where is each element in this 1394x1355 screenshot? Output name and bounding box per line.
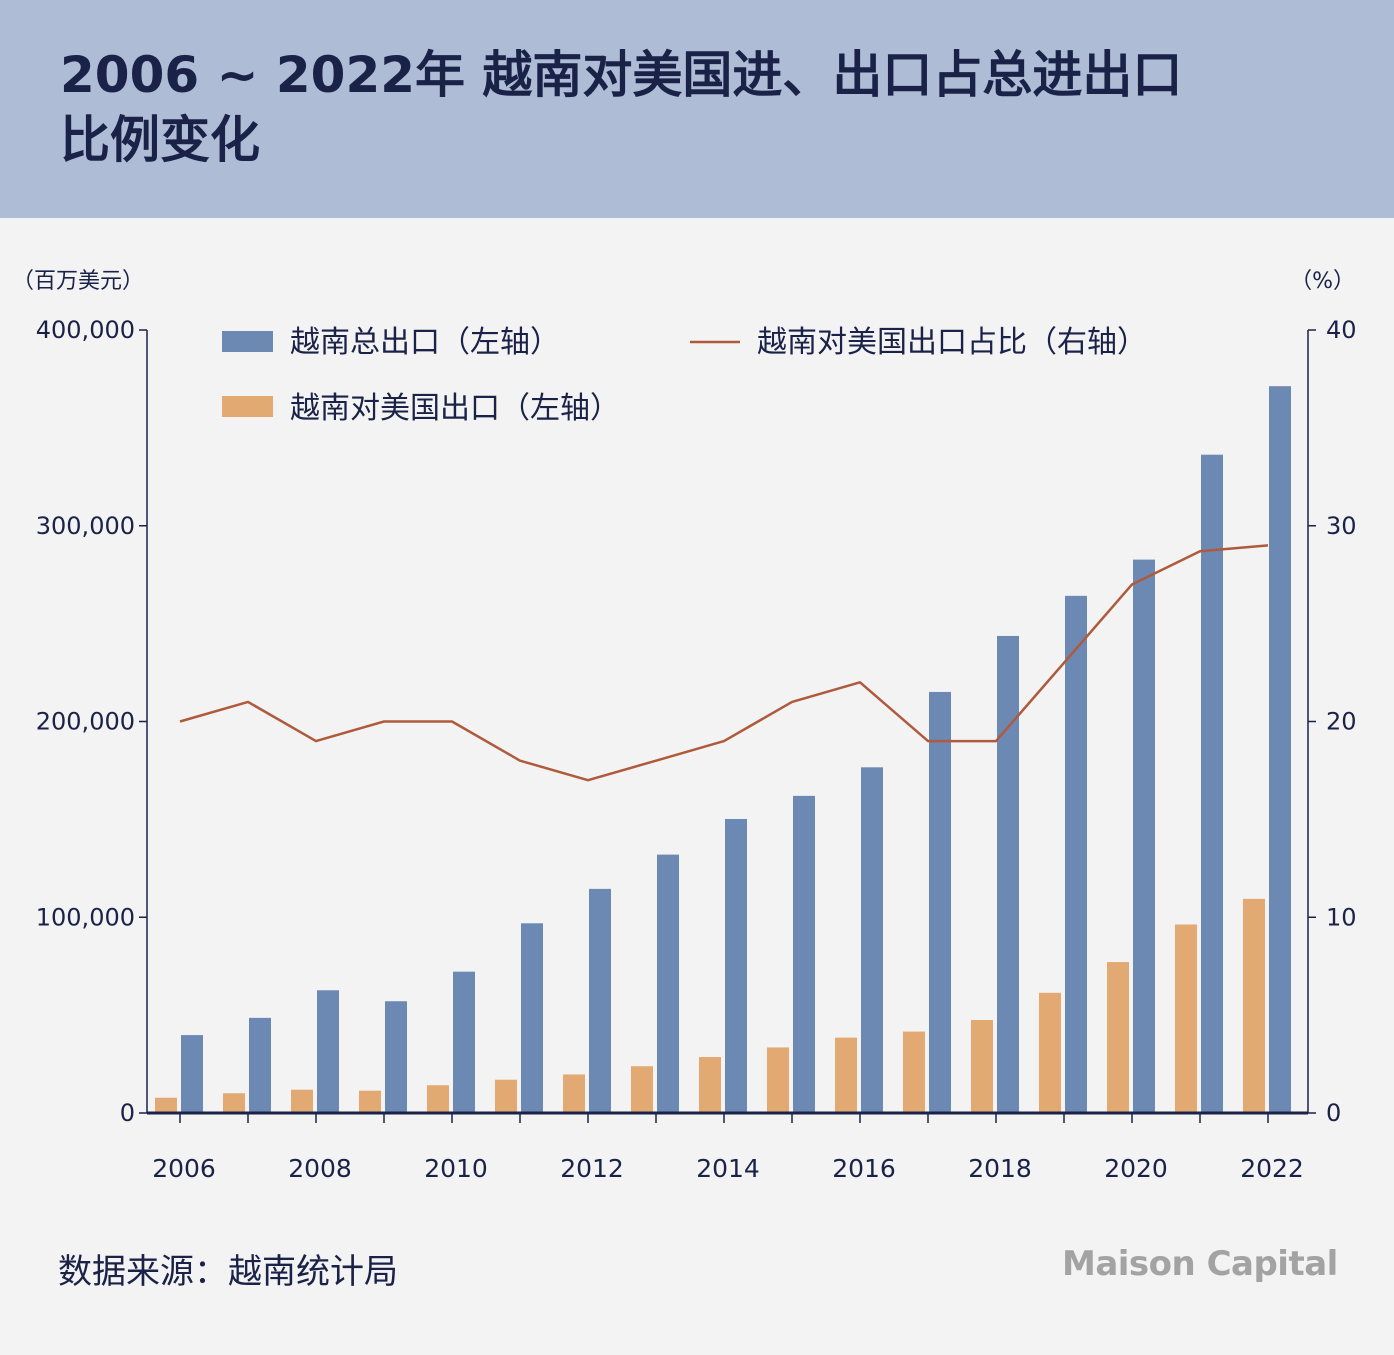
bar-total-exports (181, 1035, 203, 1113)
bar-us-exports (767, 1047, 789, 1113)
brand-logo: Maison Capital (1062, 1244, 1338, 1284)
bar-us-exports (971, 1020, 993, 1113)
bar-us-exports (155, 1097, 177, 1113)
chart: （百万美元） （%） 0 100,000 200,000 300,000 400,000 0 1… (12, 269, 1357, 1183)
bar-us-exports (903, 1031, 925, 1113)
right-axis-tick-label: 40 (1326, 316, 1357, 344)
left-axis-tick-label: 100,000 (36, 903, 135, 931)
bar-total-exports (1065, 595, 1087, 1113)
bar-us-exports (1039, 992, 1061, 1113)
bar-us-exports (1175, 924, 1197, 1113)
legend-label-us: 越南对美国出口（左轴） (290, 391, 620, 426)
page-title-line2: 比例变化 (60, 111, 260, 169)
bar-total-exports (657, 854, 679, 1113)
right-axis-tick-label: 20 (1326, 708, 1357, 736)
data-source: 数据来源：越南统计局 (58, 1252, 398, 1292)
bar-us-exports (291, 1089, 313, 1113)
bar-total-exports (385, 1001, 407, 1113)
left-axis-tick-label: 300,000 (36, 512, 135, 540)
bar-us-exports (359, 1090, 381, 1113)
bar-us-exports (1243, 898, 1265, 1113)
left-axis-tick-label: 200,000 (36, 708, 135, 736)
right-axis-unit: （%） (1290, 269, 1355, 294)
x-axis-tick-label: 2010 (424, 1154, 488, 1183)
bar-total-exports (453, 971, 475, 1113)
bar-total-exports (1201, 454, 1223, 1113)
legend-swatch-us (222, 396, 273, 417)
bar-total-exports (249, 1017, 271, 1113)
bar-total-exports (793, 795, 815, 1113)
bar-total-exports (1133, 559, 1155, 1113)
bar-total-exports (317, 990, 339, 1113)
x-axis-tick-label: 2014 (696, 1154, 760, 1183)
x-axis-tick-label: 2008 (288, 1154, 352, 1183)
bar-total-exports (1269, 386, 1291, 1113)
bar-us-exports (427, 1085, 449, 1113)
bar-us-exports (699, 1057, 721, 1113)
left-axis-tick-label: 0 (120, 1099, 135, 1127)
x-axis-tick-label: 2012 (560, 1154, 624, 1183)
left-axis-tick-label: 400,000 (36, 316, 135, 344)
bar-total-exports (997, 635, 1019, 1113)
line-us-share (179, 544, 1269, 782)
x-axis-tick-label: 2018 (968, 1154, 1032, 1183)
brand-text: Maison Capital (1062, 1244, 1338, 1284)
x-axis-tick-label: 2022 (1240, 1154, 1304, 1183)
x-axis-tick-label: 2016 (832, 1154, 896, 1183)
bar-us-exports (835, 1037, 857, 1113)
page-title: 2006 ~ 2022年 越南对美国进、出口占总进出口 (60, 46, 1183, 104)
header-banner: 2006 ~ 2022年 越南对美国进、出口占总进出口 比例变化 (0, 0, 1394, 218)
bar-total-exports (725, 818, 747, 1113)
legend-label-share: 越南对美国出口占比（右轴） (757, 325, 1147, 360)
left-axis-unit: （百万美元） (12, 269, 144, 294)
bar-us-exports (631, 1066, 653, 1113)
bar-total-exports (521, 923, 543, 1113)
bar-us-exports (563, 1074, 585, 1113)
right-axis-tick-label: 10 (1326, 903, 1357, 931)
bar-us-exports (1107, 962, 1129, 1113)
right-axis-tick-label: 30 (1326, 512, 1357, 540)
legend-swatch-total (222, 331, 273, 352)
x-axis-tick-label: 2020 (1104, 1154, 1168, 1183)
bar-us-exports (223, 1093, 245, 1113)
bar-total-exports (589, 888, 611, 1113)
bar-total-exports (861, 767, 883, 1113)
x-axis-tick-label: 2006 (152, 1154, 216, 1183)
bar-us-exports (495, 1079, 517, 1113)
bar-total-exports (929, 691, 951, 1113)
right-axis-tick-label: 0 (1326, 1099, 1341, 1127)
legend-label-total: 越南总出口（左轴） (290, 325, 560, 360)
